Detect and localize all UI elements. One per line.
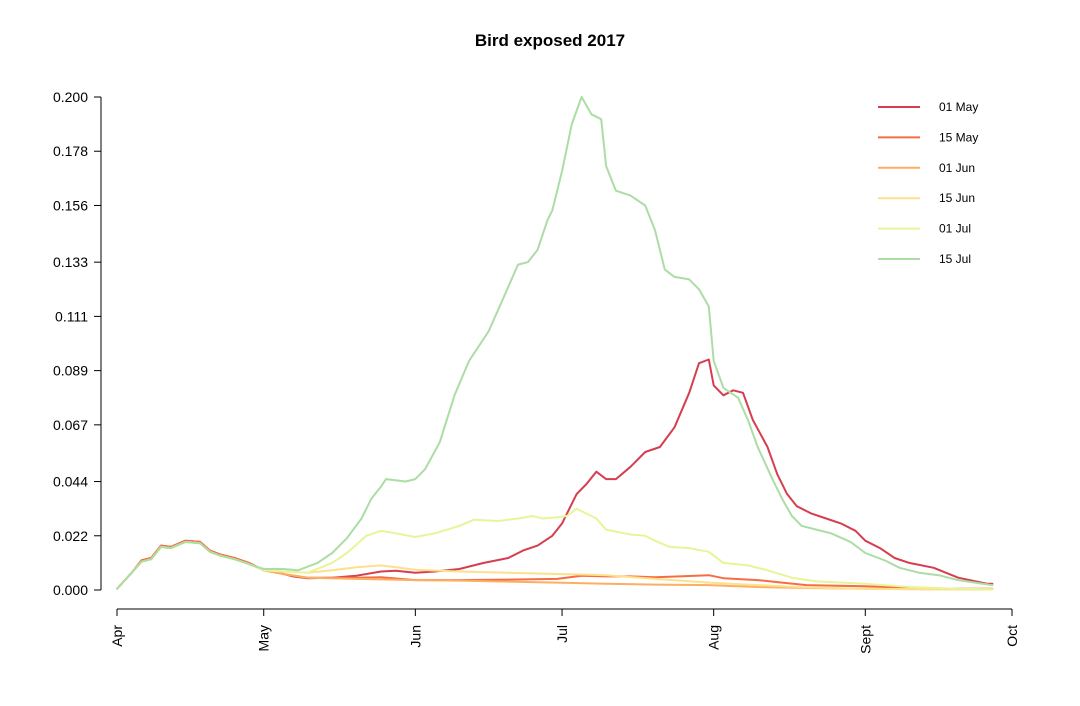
y-tick-label: 0.000 bbox=[53, 582, 88, 598]
legend-label: 01 Jun bbox=[939, 161, 975, 175]
x-tick-label: May bbox=[256, 625, 272, 651]
x-tick-label: Jun bbox=[407, 625, 423, 648]
x-tick-label: Jul bbox=[554, 625, 570, 643]
legend-label: 01 May bbox=[939, 100, 978, 114]
y-tick-label: 0.044 bbox=[53, 474, 88, 490]
legend-label: 15 May bbox=[939, 130, 978, 144]
chart-title: Bird exposed 2017 bbox=[475, 31, 625, 50]
x-tick-label: Apr bbox=[109, 625, 125, 647]
x-tick-label: Aug bbox=[706, 625, 722, 650]
y-tick-label: 0.067 bbox=[53, 417, 88, 433]
legend: 01 May 15 May 01 Jun 15 Jun 01 Jul 15 Jul bbox=[878, 100, 978, 266]
y-tick-label: 0.133 bbox=[53, 254, 88, 270]
y-tick-label: 0.022 bbox=[53, 528, 88, 544]
x-axis: Apr May Jun Jul Aug Sept Oct bbox=[109, 608, 1020, 654]
series-line-5 bbox=[116, 96, 994, 590]
series-line-0 bbox=[116, 358, 994, 590]
y-tick-label: 0.111 bbox=[55, 308, 88, 324]
y-tick-label: 0.178 bbox=[53, 143, 88, 159]
y-tick-label: 0.200 bbox=[53, 89, 88, 105]
plot-series bbox=[116, 96, 994, 591]
y-tick-label: 0.156 bbox=[53, 197, 88, 213]
y-tick-label: 0.089 bbox=[53, 363, 88, 379]
legend-label: 15 Jun bbox=[939, 191, 975, 205]
x-tick-label: Oct bbox=[1004, 625, 1020, 647]
legend-label: 15 Jul bbox=[939, 252, 971, 266]
y-axis: 0.000 0.022 0.044 0.067 0.089 0.111 0.133 0.156… bbox=[53, 89, 102, 598]
x-tick-label: Sept bbox=[857, 625, 873, 654]
legend-label: 01 Jul bbox=[939, 222, 971, 236]
